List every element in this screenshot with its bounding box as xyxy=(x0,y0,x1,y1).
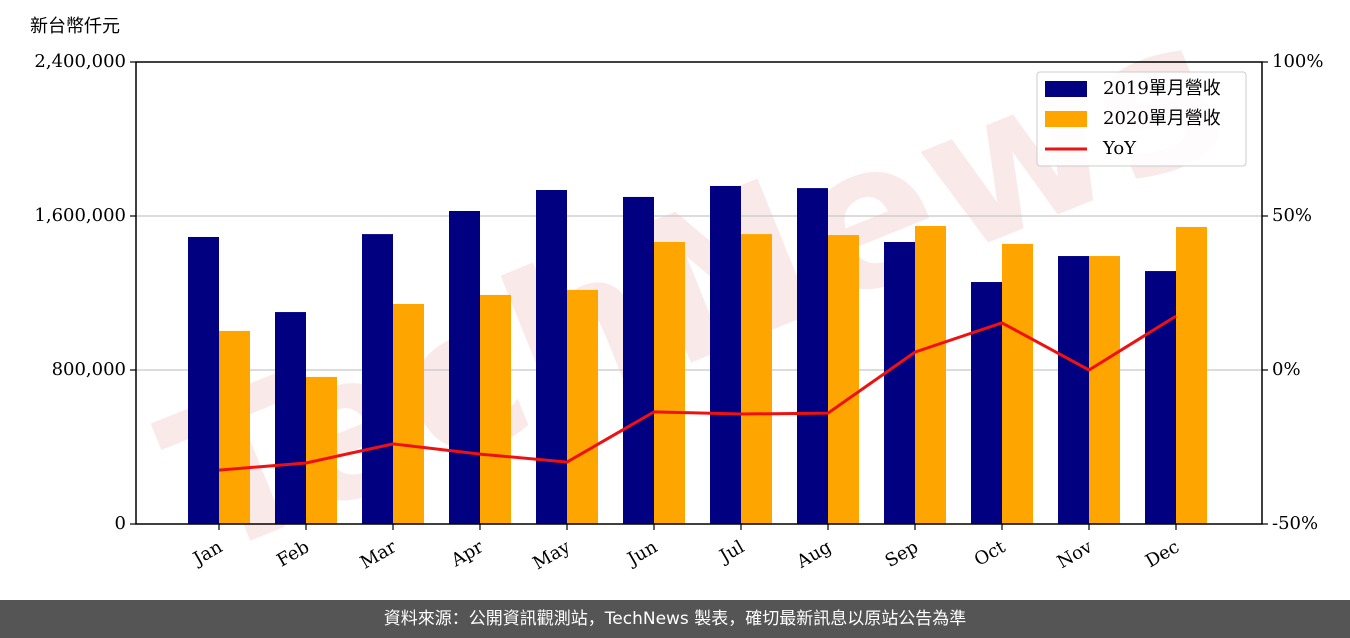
x-tick-label: Jun xyxy=(622,536,661,571)
y2-tick-label: 100% xyxy=(1272,51,1323,72)
x-tick-label: Sep xyxy=(882,536,922,571)
bar xyxy=(884,241,915,525)
chart: 新台幣仟元 TechNews 0800,0001,600,0002,400,00… xyxy=(30,0,1323,600)
bar xyxy=(623,196,654,524)
y2-tick-label: 0% xyxy=(1272,359,1301,380)
bar xyxy=(1145,271,1176,524)
bar xyxy=(306,376,337,524)
bar xyxy=(654,241,685,525)
bar xyxy=(1176,226,1207,524)
bar xyxy=(797,188,828,524)
y-tick-label: 800,000 xyxy=(52,359,126,380)
y-tick-label: 1,600,000 xyxy=(34,205,126,226)
legend-swatch xyxy=(1045,81,1087,97)
legend-box xyxy=(1036,71,1247,167)
bar xyxy=(275,312,306,524)
bar xyxy=(536,190,567,524)
plot-frame xyxy=(135,61,1263,525)
bar xyxy=(1089,256,1120,524)
line xyxy=(218,314,1177,472)
y2-tick-label: 50% xyxy=(1272,205,1312,226)
bar xyxy=(915,226,946,524)
bar xyxy=(219,330,250,524)
bar xyxy=(828,235,859,524)
bar xyxy=(362,234,393,524)
bar xyxy=(741,234,772,524)
bar xyxy=(188,236,219,525)
x-tick-label: Dec xyxy=(1142,536,1183,572)
bar xyxy=(1058,256,1089,524)
bar xyxy=(567,289,598,524)
bar xyxy=(971,282,1002,524)
legend-label: 2019單月營收 xyxy=(1103,78,1221,99)
bar xyxy=(480,294,511,524)
bar xyxy=(710,185,741,524)
legend-swatch xyxy=(1045,111,1087,127)
x-tick-label: Nov xyxy=(1054,536,1097,573)
legend-label: 2020單月營收 xyxy=(1103,108,1221,129)
y-axis-label: 新台幣仟元 xyxy=(30,16,120,37)
x-tick-label: Aug xyxy=(792,536,835,573)
bar xyxy=(449,210,480,524)
y-tick-label: 2,400,000 xyxy=(34,51,126,72)
x-tick-label: Apr xyxy=(447,536,487,571)
bar xyxy=(393,303,424,524)
bar xyxy=(1002,243,1033,524)
y2-tick-label: -50% xyxy=(1272,513,1318,534)
footer: 資料來源：公開資訊觀測站，TechNews 製表，確切最新訊息以原站公告為準 xyxy=(0,600,1350,638)
x-tick-label: Oct xyxy=(971,536,1010,571)
x-tick-label: May xyxy=(529,536,574,574)
x-tick-label: Jul xyxy=(714,536,748,568)
y-tick-label: 0 xyxy=(115,513,126,534)
legend-label: YoY xyxy=(1102,138,1137,159)
